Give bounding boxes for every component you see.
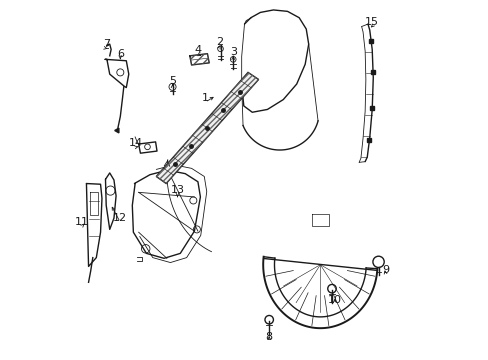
Text: 13: 13 xyxy=(170,185,184,195)
Text: 6: 6 xyxy=(117,49,123,59)
Text: 15: 15 xyxy=(365,17,378,27)
Polygon shape xyxy=(156,72,258,184)
Text: 5: 5 xyxy=(169,76,176,86)
Text: 10: 10 xyxy=(327,295,341,305)
Text: 7: 7 xyxy=(102,39,109,49)
Text: 11: 11 xyxy=(75,217,89,227)
Text: 8: 8 xyxy=(265,332,272,342)
Text: 14: 14 xyxy=(128,138,142,148)
Text: 4: 4 xyxy=(194,45,201,55)
Text: 3: 3 xyxy=(229,47,236,57)
Text: 12: 12 xyxy=(113,213,127,223)
Text: 2: 2 xyxy=(216,37,223,48)
Text: 9: 9 xyxy=(381,265,388,275)
Text: 1: 1 xyxy=(201,93,208,103)
